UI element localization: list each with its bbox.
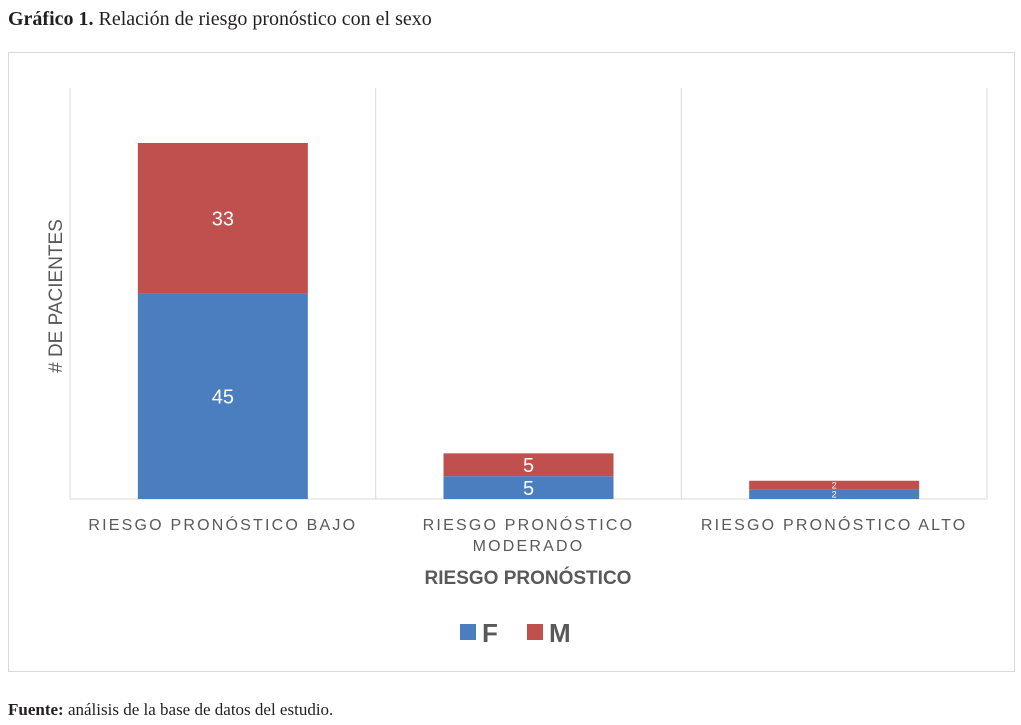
figure-caption: Gráfico 1. Relación de riesgo pronóstico…	[8, 8, 432, 31]
bar-m	[137, 143, 308, 294]
data-label: 2	[832, 490, 837, 500]
x-tick-label: MODERADO	[473, 538, 585, 555]
data-label: 5	[523, 455, 534, 477]
chart-frame	[8, 52, 1015, 672]
data-label: 5	[523, 478, 534, 500]
figure-source: Fuente: análisis de la base de datos del…	[8, 700, 333, 720]
x-tick-label: RIESGO PRONÓSTICO	[423, 515, 635, 534]
x-tick-label: RIESGO PRONÓSTICO ALTO	[701, 515, 968, 534]
bar-f	[443, 476, 614, 499]
legend-label-f: F	[482, 618, 498, 648]
legend-label-m: M	[549, 618, 571, 648]
bar-f	[137, 293, 308, 499]
bar-m	[749, 480, 920, 490]
x-tick-label: RIESGO PRONÓSTICO BAJO	[88, 515, 357, 534]
bar-m	[443, 453, 614, 477]
data-label: 45	[212, 387, 234, 409]
legend-swatch-f	[460, 624, 476, 640]
source-prefix: Fuente:	[8, 700, 64, 719]
legend-swatch-m	[527, 624, 543, 640]
caption-prefix: Gráfico 1.	[8, 8, 94, 30]
caption-text: Relación de riesgo pronóstico con el sex…	[93, 8, 432, 30]
bar-f	[749, 489, 920, 499]
y-axis-title: # DE PACIENTES	[46, 219, 67, 373]
x-axis-title: RIESGO PRONÓSTICO	[425, 567, 632, 589]
source-text: análisis de la base de datos del estudio…	[63, 700, 334, 719]
data-label: 2	[832, 481, 837, 491]
data-label: 33	[212, 209, 234, 231]
